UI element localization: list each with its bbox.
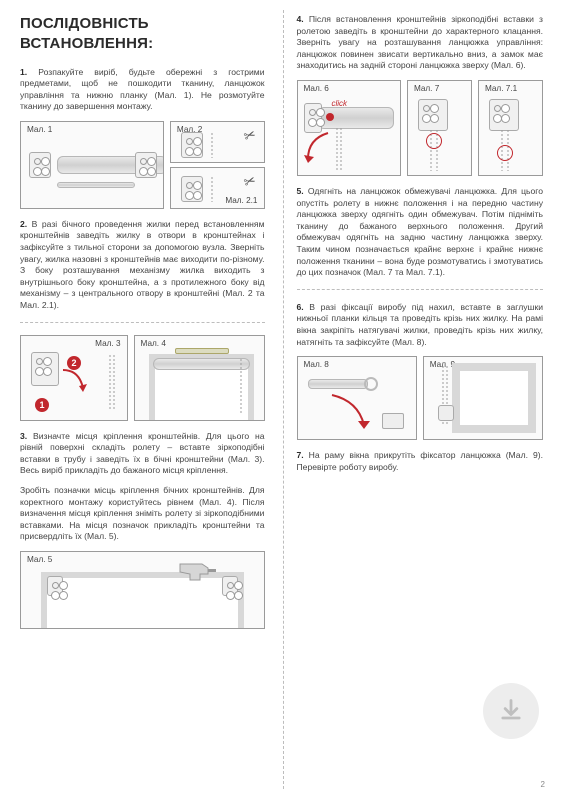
step-6-body: В разі фіксації виробу під нахил, вставт… [297, 302, 544, 347]
step-4-text: 4. Після встановлення кронштейнів зіркоп… [297, 14, 544, 72]
ring-icon [364, 377, 378, 391]
step-2-number: 2. [20, 219, 27, 229]
vertical-divider [283, 10, 284, 789]
step-3a-text: 3. Визначте місця кріплення кронштейнів.… [20, 431, 265, 477]
tensioner-icon [382, 413, 404, 429]
figure-6-caption: Мал. 6 [302, 83, 331, 94]
figure-row-1: Мал. 1 Мал. 2 ✂ Мал. 2.1 ✂ [20, 121, 265, 209]
right-column: 4. Після встановлення кронштейнів зіркоп… [283, 0, 565, 799]
bottom-bar-icon [57, 182, 135, 188]
step-5-body: Одягніть на ланцюжок обмежувачі ланцюжка… [297, 186, 544, 277]
step-3b-text: Зробіть позначки місць кріплення бічних … [20, 485, 265, 543]
horizontal-divider-right [297, 289, 544, 290]
mechanism-fig71-icon [489, 99, 519, 131]
chain-fig6-icon [336, 127, 338, 171]
figure-row-4: Мал. 6 click Мал. 7 Мал. 7. [297, 80, 544, 176]
step-2-text: 2. В разі бічного проведення жилки перед… [20, 219, 265, 312]
figure-3-caption: Мал. 3 [93, 338, 122, 349]
scissors-icon-2: ✂ [241, 170, 258, 192]
step-4-number: 4. [297, 14, 304, 24]
step-6-text: 6. В разі фіксації виробу під нахил, вст… [297, 302, 544, 348]
bracket-large-icon [31, 352, 59, 386]
page: ПОСЛІДОВНІСТЬ ВСТАНОВЛЕННЯ: 1. Розпакуйт… [0, 0, 565, 799]
step-3b-body: Зробіть позначки місць кріплення бічних … [20, 485, 265, 541]
bracket-icon [181, 132, 203, 158]
frame-fig9-icon [452, 363, 536, 433]
bracket-left-icon [29, 152, 51, 178]
figure-2-1: Мал. 2.1 ✂ [170, 167, 265, 209]
figure-2-1-caption: Мал. 2.1 [223, 195, 259, 206]
mechanism-fig7-icon [418, 99, 448, 131]
bottombar-fig8-icon [308, 379, 368, 389]
left-column: ПОСЛІДОВНІСТЬ ВСТАНОВЛЕННЯ: 1. Розпакуйт… [0, 0, 283, 799]
bracket-fig6-icon [304, 103, 322, 133]
page-number: 2 [541, 780, 545, 791]
figure-6: Мал. 6 click [297, 80, 401, 176]
step-7-body: На раму вікна прикрутіть фіксатор ланцюж… [297, 450, 544, 472]
limiter-circle2-icon [497, 145, 513, 161]
figure-7-1: Мал. 7.1 [478, 80, 543, 176]
step-3-number: 3. [20, 431, 27, 441]
step-1-number: 1. [20, 67, 27, 77]
figure-1-caption: Мал. 1 [25, 124, 54, 135]
figure-4: Мал. 4 [134, 335, 265, 421]
step-6-number: 6. [297, 302, 304, 312]
step-1-text: 1. Розпакуйте виріб, будьте обережні з г… [20, 67, 265, 113]
bracket-fig5-r-icon [222, 576, 238, 596]
chain-fixator-icon [438, 405, 454, 421]
chain-fig4-icon [240, 358, 242, 414]
page-title: ПОСЛІДОВНІСТЬ ВСТАНОВЛЕННЯ: [20, 14, 265, 55]
figure-2: Мал. 2 ✂ [170, 121, 265, 163]
chain-fig3b-icon [109, 354, 111, 410]
figure-row-5: Мал. 8 Мал. 9 [297, 356, 544, 440]
figure-1: Мал. 1 [20, 121, 164, 209]
figure-3: Мал. 3 2 1 [20, 335, 128, 421]
bracket-fig5-l-icon [47, 576, 63, 596]
step-7-number: 7. [297, 450, 304, 460]
level-tool-icon [175, 348, 229, 354]
figure-5-caption: Мал. 5 [25, 554, 54, 565]
curve-arrow-fig6-icon [302, 131, 336, 165]
thread-icon [211, 132, 213, 158]
chain-fig6b-icon [340, 127, 342, 171]
click-dot-icon [326, 113, 334, 121]
step-4-body: Після встановлення кронштейнів зіркоподі… [297, 14, 544, 70]
figure-4-caption: Мал. 4 [139, 338, 168, 349]
horizontal-divider-left [20, 322, 265, 323]
figure-7: Мал. 7 [407, 80, 472, 176]
figure-row-2: Мал. 3 2 1 Мал. 4 [20, 335, 265, 421]
figure-8-caption: Мал. 8 [302, 359, 331, 370]
figure-8: Мал. 8 [297, 356, 417, 440]
curve-arrow-icon [59, 366, 89, 396]
step-5-number: 5. [297, 186, 304, 196]
bracket-right-icon [135, 152, 157, 178]
click-label: click [332, 99, 348, 110]
step-1-body: Розпакуйте виріб, будьте обережні з гост… [20, 67, 265, 112]
figure-2-stack: Мал. 2 ✂ Мал. 2.1 ✂ [170, 121, 265, 209]
download-arrow-icon [497, 697, 525, 725]
watermark-icon [483, 683, 539, 739]
roller-fig4-icon [153, 358, 250, 370]
step-2-body: В разі бічного проведення жилки перед вс… [20, 219, 265, 310]
badge-1: 1 [35, 398, 49, 412]
limiter-circle-icon [426, 133, 442, 149]
thread-icon-2 [211, 176, 213, 202]
scissors-icon: ✂ [241, 124, 258, 146]
figure-5: Мал. 5 [20, 551, 265, 629]
bracket-icon-2 [181, 176, 203, 202]
figure-7-1-caption: Мал. 7.1 [483, 83, 519, 94]
step-7-text: 7. На раму вікна прикрутіть фіксатор лан… [297, 450, 544, 473]
chain-fig3-icon [113, 354, 115, 410]
drill-icon [178, 554, 218, 584]
figure-row-3: Мал. 5 [20, 551, 265, 629]
step-5-text: 5. Одягніть на ланцюжок обмежувачі ланцю… [297, 186, 544, 279]
figure-9: Мал. 9 [423, 356, 543, 440]
step-3a-body: Визначте місця кріплення кронштейнів. Дл… [20, 431, 265, 476]
figure-7-caption: Мал. 7 [412, 83, 441, 94]
curve-arrow-fig8-icon [328, 391, 372, 431]
